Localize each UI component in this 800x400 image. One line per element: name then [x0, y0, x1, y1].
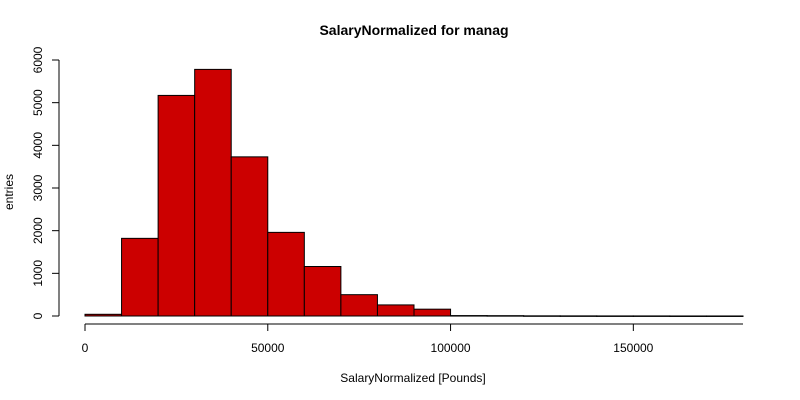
y-tick-label: 1000: [31, 260, 45, 287]
histogram-bar: [376, 304, 415, 317]
x-axis-label: SalaryNormalized [Pounds]: [340, 371, 485, 385]
histogram-bar: [194, 68, 232, 317]
chart-title: SalaryNormalized for manag: [319, 22, 508, 38]
histogram-bar: [340, 294, 378, 317]
histogram-bar: [486, 315, 525, 317]
x-axis: 0 50000 100000 150000: [82, 323, 743, 355]
y-axis: 0 1000 2000 3000 4000 5000 6000: [31, 46, 60, 319]
y-tick-label: 5000: [31, 89, 45, 116]
x-tick-label: 150000: [613, 341, 653, 355]
y-tick-label: 6000: [31, 46, 45, 73]
y-tick-label: 4000: [31, 132, 45, 159]
histogram-bar: [413, 308, 452, 317]
histogram-bar: [523, 315, 561, 317]
histogram-bar: [632, 315, 671, 317]
histogram-bar: [303, 266, 342, 317]
histogram-bar: [705, 315, 744, 317]
x-tick-label: 50000: [251, 341, 285, 355]
histogram-bar: [230, 156, 269, 317]
x-tick-label: 100000: [431, 341, 471, 355]
histogram-bar: [450, 315, 488, 317]
histogram-bar: [596, 315, 634, 317]
histogram-bar: [669, 315, 707, 317]
y-tick-label: 0: [31, 312, 45, 319]
histogram-bar: [121, 237, 159, 317]
histogram-bar: [84, 313, 123, 317]
x-tick-label: 0: [82, 341, 89, 355]
y-tick-label: 2000: [31, 217, 45, 244]
histogram-bar: [157, 94, 196, 317]
histogram-bar: [267, 231, 305, 317]
y-tick-label: 3000: [31, 174, 45, 201]
y-axis-label: entries: [2, 174, 16, 210]
bars-group: [84, 68, 744, 317]
histogram-bar: [559, 315, 598, 317]
